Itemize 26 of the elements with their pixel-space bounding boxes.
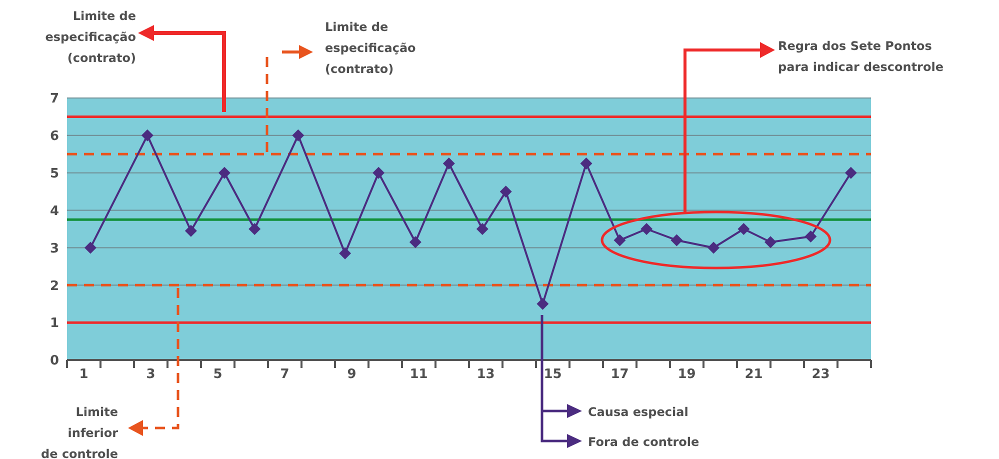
x-tick-label: 7 — [280, 367, 290, 382]
y-tick-label: 4 — [50, 204, 59, 219]
x-tick-label: 19 — [678, 367, 696, 382]
x-tick-label: 13 — [476, 367, 495, 382]
x-tick-label: 21 — [744, 367, 763, 382]
text: Fora de controle — [588, 435, 700, 449]
y-tick-label: 6 — [50, 129, 59, 144]
text: Limite de especificação (contrato) — [325, 20, 416, 76]
y-tick-label: 7 — [50, 92, 59, 107]
text: Causa especial — [588, 405, 688, 419]
text: Limite inferior de controle — [41, 405, 118, 459]
x-tick-label: 5 — [213, 367, 222, 382]
y-tick-label: 1 — [50, 316, 59, 332]
text: Limite de especificação (contrato) — [45, 9, 136, 65]
x-tick-label: 11 — [410, 367, 428, 382]
y-tick-label: 0 — [50, 354, 59, 369]
y-tick-label: 5 — [50, 166, 59, 182]
x-tick-label: 1 — [79, 367, 88, 382]
x-tick-label: 3 — [146, 367, 156, 382]
y-tick-label: 2 — [50, 278, 59, 294]
y-tick-label: 3 — [50, 241, 59, 256]
x-tick-label: 17 — [610, 367, 629, 382]
x-tick-label: 9 — [347, 367, 356, 382]
text: Regra dos Sete Pontos para indicar descontrole — [778, 39, 944, 74]
x-tick-label: 23 — [812, 367, 830, 382]
x-tick-label: 15 — [544, 367, 562, 382]
